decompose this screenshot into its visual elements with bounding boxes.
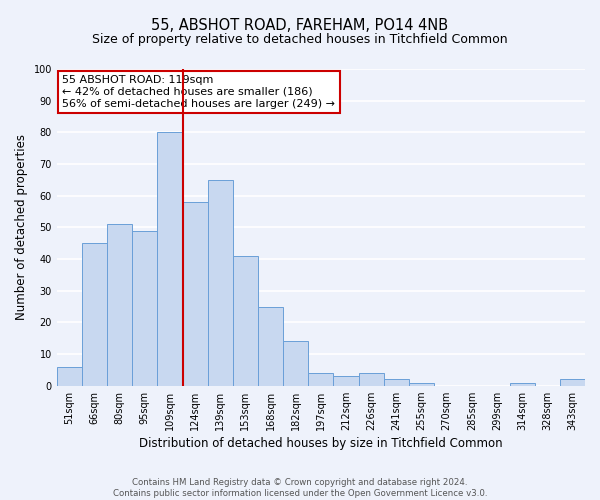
Bar <box>132 230 157 386</box>
Bar <box>359 373 384 386</box>
Text: 55, ABSHOT ROAD, FAREHAM, PO14 4NB: 55, ABSHOT ROAD, FAREHAM, PO14 4NB <box>151 18 449 32</box>
Bar <box>82 243 107 386</box>
Bar <box>258 306 283 386</box>
Bar <box>182 202 208 386</box>
Text: Contains HM Land Registry data © Crown copyright and database right 2024.
Contai: Contains HM Land Registry data © Crown c… <box>113 478 487 498</box>
Text: 55 ABSHOT ROAD: 119sqm
← 42% of detached houses are smaller (186)
56% of semi-de: 55 ABSHOT ROAD: 119sqm ← 42% of detached… <box>62 76 335 108</box>
Bar <box>308 373 334 386</box>
Y-axis label: Number of detached properties: Number of detached properties <box>15 134 28 320</box>
Text: Size of property relative to detached houses in Titchfield Common: Size of property relative to detached ho… <box>92 32 508 46</box>
Bar <box>233 256 258 386</box>
Bar <box>560 380 585 386</box>
Bar <box>334 376 359 386</box>
Bar <box>57 366 82 386</box>
Bar <box>157 132 182 386</box>
Bar <box>409 382 434 386</box>
Bar <box>283 342 308 386</box>
Bar <box>107 224 132 386</box>
X-axis label: Distribution of detached houses by size in Titchfield Common: Distribution of detached houses by size … <box>139 437 503 450</box>
Bar <box>384 380 409 386</box>
Bar <box>509 382 535 386</box>
Bar <box>208 180 233 386</box>
